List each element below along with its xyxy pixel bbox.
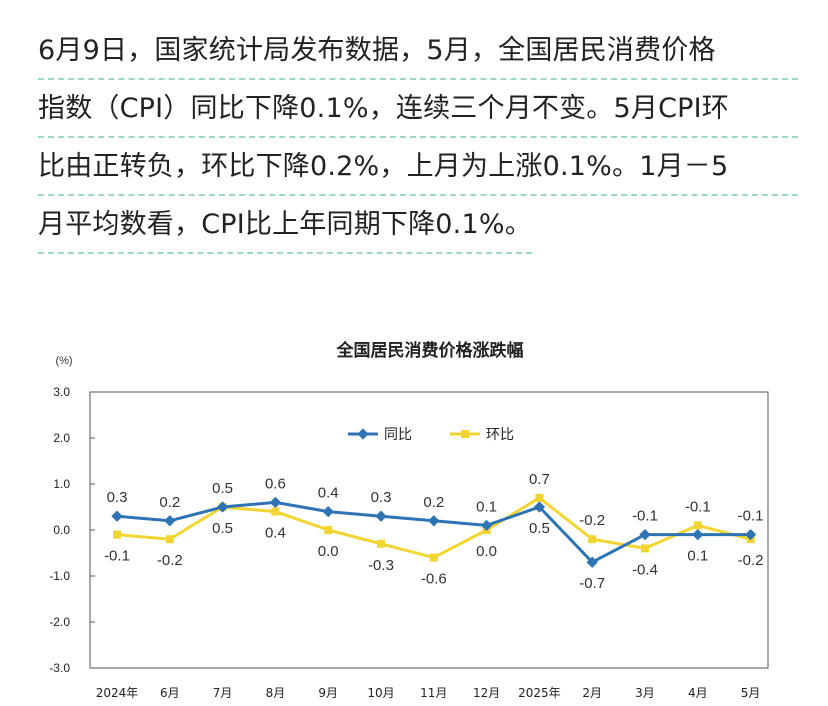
point-marker: [113, 530, 121, 539]
point-marker: [322, 505, 334, 518]
data-label-huanbi: -0.2: [579, 512, 605, 529]
point-marker: [535, 493, 544, 502]
y-axis-ticks: 3.0 2.0 1.0 0.0 -1.0 -2.0 -3.0: [49, 385, 95, 675]
data-label-huanbi: 0.7: [529, 471, 550, 488]
data-label-huanbi: 0.4: [265, 525, 286, 542]
legend-label: 环比: [486, 427, 514, 443]
article-line-4: 月平均数看，CPI比上年同期下降0.1%。: [38, 196, 532, 254]
data-label-huanbi: 0.0: [318, 543, 339, 560]
y-tick-label: -1.0: [49, 569, 70, 583]
x-tick-label: 3月: [635, 686, 655, 700]
data-labels: 0.3 -0.1 0.2 -0.2 0.5 0.5 0.6 0.4 0.4 0.0 0.3 -0.3 0…: [104, 471, 763, 592]
point-marker: [271, 507, 280, 516]
x-tick-label: 8月: [266, 686, 286, 700]
x-tick-label: 2024年: [96, 686, 139, 700]
x-tick-label: 12月: [473, 686, 500, 700]
legend-marker: [357, 428, 369, 440]
data-label-tongbi: 0.5: [212, 480, 233, 497]
data-label-tongbi: -0.1: [632, 508, 658, 525]
legend: 同比 环比: [348, 427, 514, 443]
data-label-huanbi: -0.2: [738, 552, 764, 569]
data-label-tongbi: 0.1: [476, 498, 497, 515]
legend-marker: [461, 430, 469, 438]
data-label-huanbi: -0.3: [368, 557, 394, 574]
data-label-tongbi: 0.2: [423, 494, 444, 511]
point-marker: [744, 528, 757, 541]
x-tick-label: 6月: [160, 686, 180, 700]
y-tick-label: 0.0: [53, 523, 70, 537]
data-label-tongbi: 0.1: [687, 548, 708, 565]
x-tick-label: 9月: [318, 686, 338, 700]
data-label-huanbi: 0.0: [476, 543, 497, 560]
data-label-huanbi: 0.5: [212, 520, 233, 537]
x-tick-label: 5月: [741, 686, 761, 700]
data-label-huanbi: -0.1: [685, 498, 711, 515]
plot-frame: [89, 391, 769, 669]
point-marker: [269, 496, 282, 509]
cpi-line-chart: 全国居民消费价格涨跌幅 (%) 3.0 2.0 1.0 0.0 -1.0 -2.0 -3.0…: [49, 340, 769, 700]
point-marker: [165, 535, 174, 544]
article-line-3: 比由正转负，环比下降0.2%，上月为上涨0.1%。1月－5: [38, 138, 798, 196]
data-label-huanbi: -0.4: [632, 561, 658, 578]
point-marker: [324, 526, 333, 534]
article-line-1: 6月9日，国家统计局发布数据，5月，全国居民消费价格: [38, 22, 798, 80]
article-text: 6月9日，国家统计局发布数据，5月，全国居民消费价格 指数（CPI）同比下降0.…: [38, 22, 798, 254]
x-tick-label: 11月: [420, 686, 447, 700]
legend-label: 同比: [384, 427, 412, 443]
point-marker: [586, 556, 598, 568]
data-label-tongbi: -0.7: [579, 575, 605, 592]
point-marker: [429, 553, 438, 562]
data-label-huanbi: -0.1: [104, 548, 130, 565]
point-marker: [377, 539, 385, 548]
data-label-tongbi: 0.6: [265, 475, 286, 492]
y-tick-label: 3.0: [53, 385, 70, 399]
x-tick-label: 7月: [213, 686, 233, 700]
y-tick-label: -3.0: [49, 661, 70, 675]
data-label-tongbi: 0.5: [529, 520, 550, 537]
point-marker: [216, 501, 229, 513]
data-label-tongbi: -0.1: [738, 508, 764, 525]
chart-title: 全国居民消费价格涨跌幅: [336, 340, 524, 361]
y-tick-label: 1.0: [53, 477, 70, 491]
x-tick-label: 2025年: [518, 686, 561, 700]
point-marker: [641, 544, 649, 553]
data-label-tongbi: 0.2: [159, 494, 180, 511]
point-marker: [693, 521, 702, 530]
x-tick-label: 4月: [688, 686, 708, 700]
point-marker: [588, 535, 597, 544]
article-line-2: 指数（CPI）同比下降0.1%，连续三个月不变。5月CPI环: [38, 80, 798, 138]
data-label-tongbi: 0.3: [371, 489, 392, 506]
y-tick-label: 2.0: [53, 431, 70, 445]
data-label-huanbi: -0.6: [421, 571, 447, 588]
x-tick-label: 2月: [582, 686, 602, 700]
data-label-tongbi: 0.4: [318, 485, 339, 502]
point-marker: [533, 501, 546, 513]
y-tick-label: -2.0: [49, 615, 70, 629]
data-label-tongbi: 0.3: [107, 489, 128, 506]
x-axis-ticks: 2024年 6月 7月 8月 9月 10月 11月 12月 2025年 2月 3月 4月 5月: [96, 686, 761, 700]
y-axis-unit: (%): [55, 355, 72, 367]
point-marker: [639, 528, 651, 541]
data-label-huanbi: -0.2: [157, 552, 183, 569]
point-marker: [692, 528, 704, 541]
x-tick-label: 10月: [367, 686, 394, 700]
point-marker: [480, 519, 493, 532]
